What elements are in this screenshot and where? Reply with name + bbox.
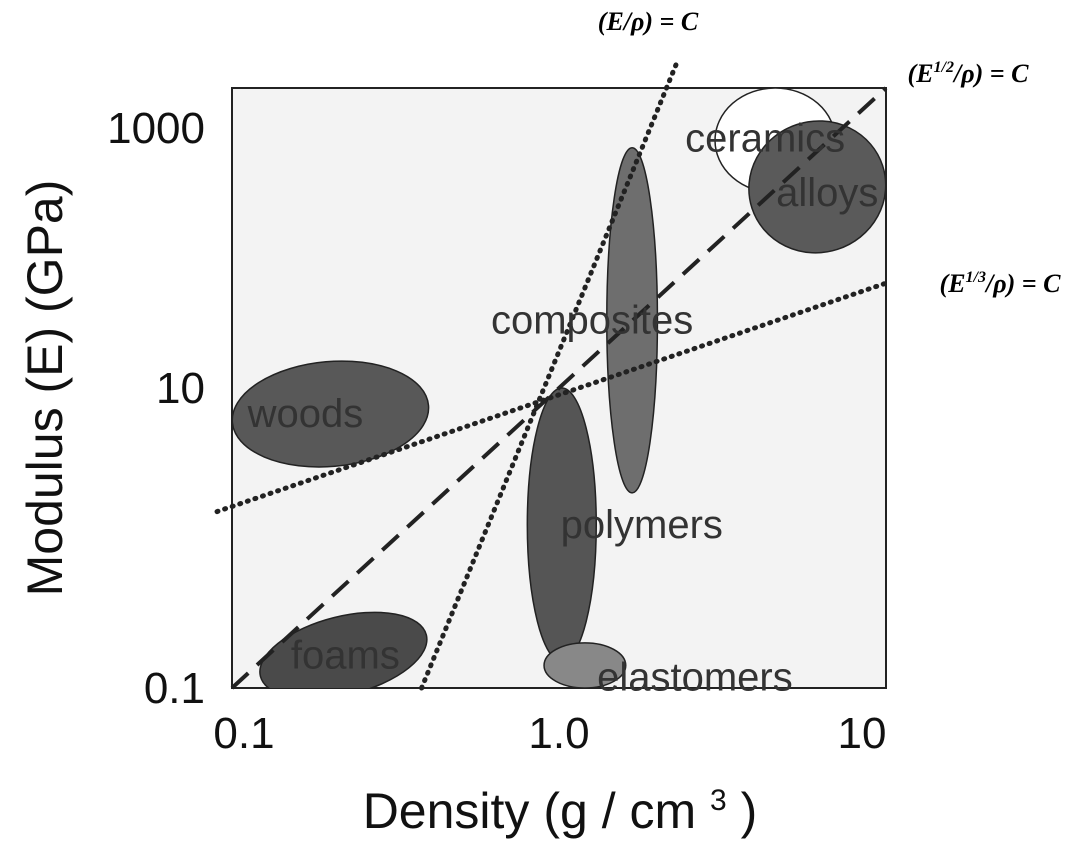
region-label-elastomers: elastomers [597, 655, 793, 699]
region-label-polymers: polymers [561, 503, 723, 547]
region-alloys [748, 120, 886, 254]
x-axis-title-units: (g / cm [543, 783, 696, 839]
region-woods [232, 360, 430, 468]
x-axis-title-main: Density [363, 783, 530, 839]
guide-line-E-over-rho [419, 59, 680, 691]
x-tick-label: 10 [838, 709, 887, 758]
guide-line-E-half-over-rho [230, 86, 888, 690]
x-axis-title: Density (g / cm 3 ) [363, 765, 758, 839]
region-label-composites: composites [491, 298, 693, 342]
guide-line-E-third-over-rho [214, 280, 889, 515]
region-label-alloys: alloys [776, 171, 878, 215]
region-label-woods: woods [247, 392, 364, 436]
y-tick-label: 10 [156, 364, 205, 413]
region-label-ceramics: ceramics [685, 116, 845, 160]
guide-label-E-half-over-rho: (E1/2/ρ) = C [908, 59, 1030, 88]
y-tick-label: 1000 [107, 104, 205, 153]
region-label-foams: foams [291, 634, 400, 678]
x-axis-title-units-close: ) [741, 783, 758, 839]
guide-label-E-over-rho: (E/ρ) = C [598, 7, 699, 36]
region-composites [606, 146, 659, 494]
x-tick-label: 1.0 [528, 709, 589, 758]
x-tick-label: 0.1 [213, 709, 274, 758]
axis-ticks: 0.1 1.0 10 0.1 10 1000 [107, 104, 886, 758]
material-regions [232, 88, 886, 688]
region-foams [259, 611, 428, 688]
region-labels: ceramics alloys composites woods polymers ela… [247, 7, 1061, 699]
region-elastomers [543, 642, 627, 688]
y-tick-label: 0.1 [144, 664, 205, 713]
guide-lines [214, 59, 889, 691]
x-axis-title-units-sup: 3 [710, 784, 727, 817]
y-axis-title: Modulus (E) (GPa) [17, 180, 73, 597]
guide-label-E-third-over-rho: (E1/3/ρ) = C [940, 269, 1062, 298]
